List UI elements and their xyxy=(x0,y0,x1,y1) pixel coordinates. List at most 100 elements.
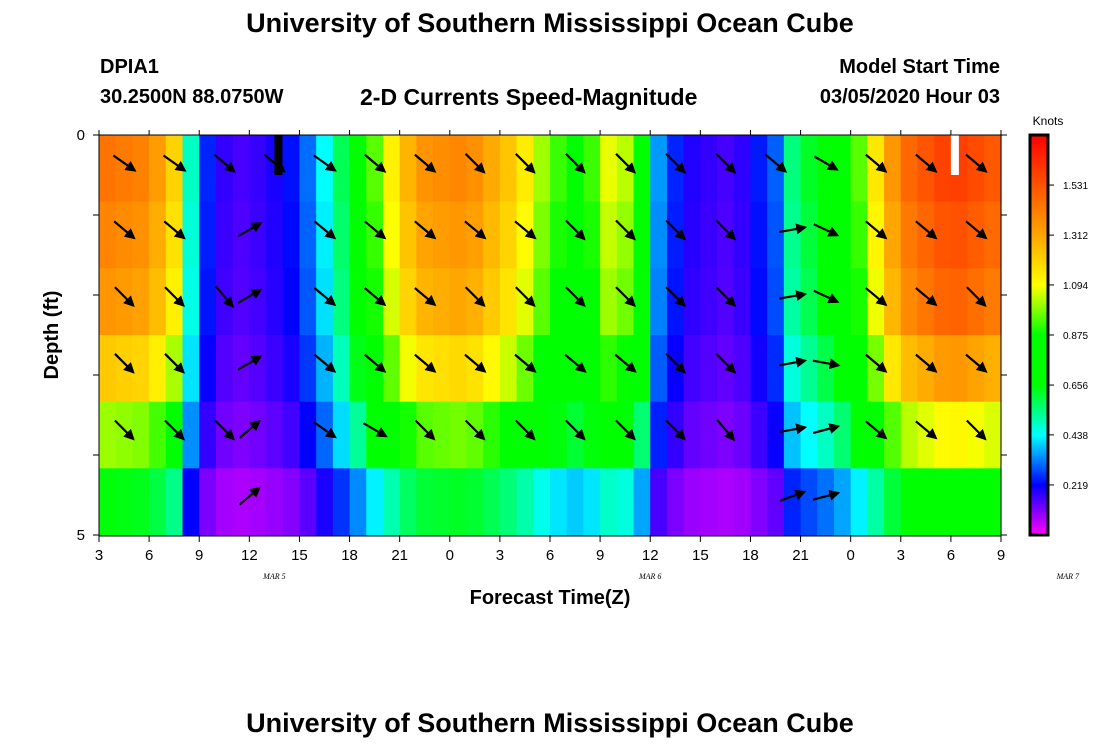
x-tick-label: 3 xyxy=(897,547,905,564)
colorbar-ticks: 1.531 1.312 1.094 0.875 0.656 0.438 0.219 xyxy=(1048,181,1088,492)
data-gap-marker xyxy=(274,135,283,175)
heatmap-cell xyxy=(683,201,701,269)
heatmap-cell xyxy=(783,135,802,203)
heatmap-cell xyxy=(800,135,818,203)
heatmap-cell xyxy=(683,335,701,403)
heatmap-cell xyxy=(867,468,885,536)
x-tick-label: 9 xyxy=(195,547,203,564)
heatmap-cell xyxy=(282,335,301,403)
heatmap-cell xyxy=(934,401,952,469)
heatmap-cell xyxy=(199,335,217,403)
heatmap-cell xyxy=(733,201,752,269)
heatmap-cell xyxy=(600,468,618,536)
heatmap-cell xyxy=(182,401,200,469)
data-gaps xyxy=(274,135,959,175)
heatmap-cell xyxy=(833,401,852,469)
heatmap-cell xyxy=(449,201,468,269)
current-vector-arrow xyxy=(113,220,136,240)
heatmap-cell xyxy=(182,468,200,536)
heatmap-cell xyxy=(249,201,267,269)
heatmap-cell xyxy=(566,468,584,536)
heatmap-cell xyxy=(332,335,351,403)
current-vector-arrow xyxy=(779,223,808,235)
current-vector-arrow xyxy=(114,353,135,374)
current-vector-arrow xyxy=(965,153,988,173)
current-vector-arrow xyxy=(565,219,586,241)
heatmap-cell xyxy=(733,468,752,536)
data-gap-marker xyxy=(950,135,959,175)
station-coordinates: 30.2500N 88.0750W xyxy=(100,86,284,108)
current-vector-arrow xyxy=(414,287,437,307)
x-tick-label: 9 xyxy=(596,547,604,564)
heatmap-cell xyxy=(282,201,301,269)
heatmap-cell xyxy=(817,468,835,536)
heatmap-cell xyxy=(483,268,501,336)
current-vector-arrow xyxy=(237,222,263,238)
heatmap-cell xyxy=(633,268,651,336)
colorbar-tick-label: 0.219 xyxy=(1063,481,1088,492)
current-vector-arrow xyxy=(514,353,537,373)
heatmap-cell xyxy=(700,268,718,336)
heatmap-cell xyxy=(282,135,301,203)
heatmap-cell xyxy=(149,135,167,203)
heatmap-cell xyxy=(249,335,267,403)
heatmap-cell xyxy=(550,268,568,336)
colorbar-label: Knots xyxy=(1033,114,1064,128)
current-vector-arrow xyxy=(214,419,236,441)
current-vector-arrow xyxy=(779,423,808,435)
plot-title: 2-D Currents Speed-Magnitude xyxy=(360,84,698,110)
heatmap-cell xyxy=(99,468,117,536)
heatmap-cell xyxy=(733,335,752,403)
heatmap-cell xyxy=(733,135,752,203)
heatmap-cell xyxy=(182,268,200,336)
heatmap-cell xyxy=(733,268,752,336)
x-tick-label: 18 xyxy=(341,547,358,564)
heatmap-cell xyxy=(583,468,601,536)
y-tick-label: 0 xyxy=(77,127,85,144)
x-tick-label: 3 xyxy=(95,547,103,564)
current-vector-arrow xyxy=(915,420,938,440)
heatmap-cell xyxy=(499,468,518,536)
heatmap-cell xyxy=(633,335,651,403)
x-tick-label: 3 xyxy=(496,547,504,564)
current-vector-arrow xyxy=(163,220,186,240)
heatmap-cell xyxy=(783,268,802,336)
heatmap-cell xyxy=(967,468,985,536)
heatmap-cell xyxy=(934,135,952,203)
heatmap-cell xyxy=(633,468,651,536)
current-vector-arrow xyxy=(965,220,988,240)
heatmap-cell xyxy=(900,401,919,469)
current-vector-arrow xyxy=(812,423,841,435)
heatmap-cell xyxy=(884,201,902,269)
heatmap-cell xyxy=(299,401,317,469)
current-vector-arrow xyxy=(237,355,263,371)
heatmap-cell xyxy=(449,401,468,469)
heatmap-cell xyxy=(850,335,868,403)
current-vector-arrow xyxy=(313,154,337,172)
heatmap-cell xyxy=(299,335,317,403)
main-title: University of Southern Mississippi Ocean… xyxy=(246,8,854,38)
current-vector-arrow xyxy=(865,153,888,173)
current-vector-arrow xyxy=(363,220,387,240)
heatmap-cell xyxy=(683,268,701,336)
heatmap-cell xyxy=(483,335,501,403)
heatmap-cell xyxy=(433,468,451,536)
heatmap-cell xyxy=(533,468,551,536)
x-tick-label: 12 xyxy=(241,547,258,564)
heatmap-cell xyxy=(900,135,919,203)
heatmap-cell xyxy=(717,401,735,469)
current-vector-arrow xyxy=(464,353,487,373)
heatmap-cell xyxy=(449,468,468,536)
heatmap-cell xyxy=(215,201,234,269)
heatmap-cell xyxy=(182,335,200,403)
current-vector-arrow xyxy=(514,220,537,240)
heatmap-cell xyxy=(550,135,568,203)
heatmap-cell xyxy=(433,201,451,269)
current-vector-arrow xyxy=(915,353,938,373)
x-tick-label: 12 xyxy=(642,547,659,564)
current-vector-arrow xyxy=(213,153,236,173)
heatmap-cell xyxy=(382,401,401,469)
heatmap-cell xyxy=(132,335,150,403)
heatmap-cell xyxy=(633,201,651,269)
current-vector-arrow xyxy=(615,153,636,174)
